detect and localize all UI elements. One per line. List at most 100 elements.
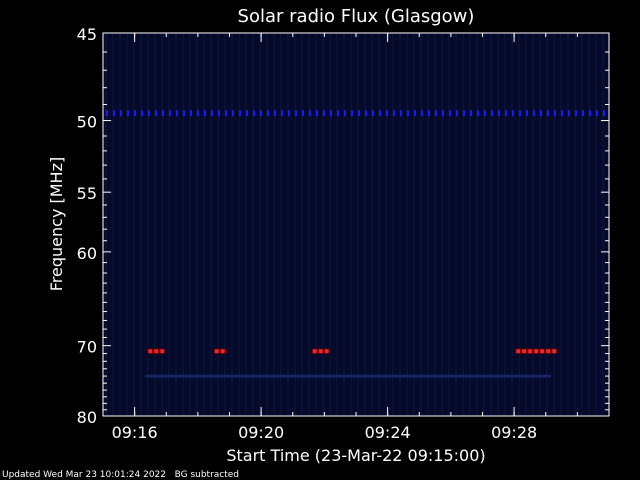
x-axis-label: Start Time (23-Mar-22 09:15:00) [226,446,485,465]
y-tick-label: 45 [77,25,97,44]
interference-tick [190,110,192,117]
y-tick-label: 70 [77,338,97,357]
interference-tick [442,110,444,117]
interference-tick [435,110,437,117]
background-stripe [196,34,198,415]
background-stripe [504,34,506,415]
background-stripe [294,34,296,415]
background-stripe [392,34,394,415]
burst-halo [213,348,228,355]
interference-tick [582,110,584,117]
background-stripe [154,34,156,415]
background-stripe [210,34,212,415]
interference-tick [568,110,570,117]
interference-tick [512,110,514,117]
interference-tick [323,110,325,117]
interference-tick [134,110,136,117]
interference-tick [393,110,395,117]
interference-tick [288,110,290,117]
interference-tick [344,110,346,117]
interference-tick [484,110,486,117]
interference-tick [232,110,234,117]
burst-segment [324,349,329,354]
background-stripe [329,34,331,415]
background-stripe [399,34,401,415]
footer: Updated Wed Mar 23 10:01:24 2022 BG subt… [2,470,239,480]
background-stripe [441,34,443,415]
background-stripe [175,34,177,415]
interference-tick [533,110,535,117]
interference-tick [519,110,521,117]
faint-band [145,374,552,378]
interference-tick [162,110,164,117]
interference-tick [218,110,220,117]
y-axis: 45 50 55 60 70 80 [77,25,609,427]
x-tick-label: 09:20 [238,423,284,442]
y-tick-label: 80 [77,408,97,427]
background-stripe [301,34,303,415]
interference-tick [337,110,339,117]
background-stripe [581,34,583,415]
background-stripe [280,34,282,415]
interference-tick [148,110,150,117]
interference-tick [204,110,206,117]
background-stripe [112,34,114,415]
interference-tick [428,110,430,117]
background-stripe [182,34,184,415]
interference-tick [463,110,465,117]
interference-tick [379,110,381,117]
interference-tick [225,110,227,117]
interference-tick [547,110,549,117]
background-stripe [595,34,597,415]
background-stripe [287,34,289,415]
burst-segment [534,349,539,354]
background-stripe [322,34,324,415]
burst-segment [522,349,527,354]
interference-tick [267,110,269,117]
y-tick-label: 60 [77,244,97,263]
background-stripe [224,34,226,415]
background-stripe [518,34,520,415]
background-stripe [238,34,240,415]
background-stripe [553,34,555,415]
background-stripe [252,34,254,415]
interference-tick [477,110,479,117]
background-stripe [189,34,191,415]
interference-tick [526,110,528,117]
background-stripe [378,34,380,415]
x-tick-label: 09:16 [112,423,158,442]
burst-segment [220,349,225,354]
background-stripe [203,34,205,415]
interference-tick [498,110,500,117]
interference-tick [561,110,563,117]
interference-tick [540,110,542,117]
background-stripe [315,34,317,415]
background-stripe [462,34,464,415]
background-stripe [497,34,499,415]
interference-tick [603,110,605,117]
interference-tick [211,110,213,117]
background-stripe [525,34,527,415]
background-stripe [602,34,604,415]
updated-text: Updated Wed Mar 23 10:01:24 2022 [2,470,166,480]
burst-segment [160,349,165,354]
burst-segment [540,349,545,354]
interference-tick [358,110,360,117]
background-stripe [105,34,107,415]
x-axis: 09:16 09:20 09:24 09:28 [102,33,610,442]
background-stripe [231,34,233,415]
y-axis-label: Frequency [MHz] [47,157,66,291]
burst-segment [516,349,521,354]
background-stripe [119,34,121,415]
interference-tick [505,110,507,117]
background-stripe [350,34,352,415]
background-stripe [259,34,261,415]
interference-tick [253,110,255,117]
burst-segment [312,349,317,354]
background-stripe [511,34,513,415]
background-stripe [133,34,135,415]
interference-tick [351,110,353,117]
y-tick-label: 50 [77,113,97,132]
interference-tick [141,110,143,117]
background-stripe [126,34,128,415]
